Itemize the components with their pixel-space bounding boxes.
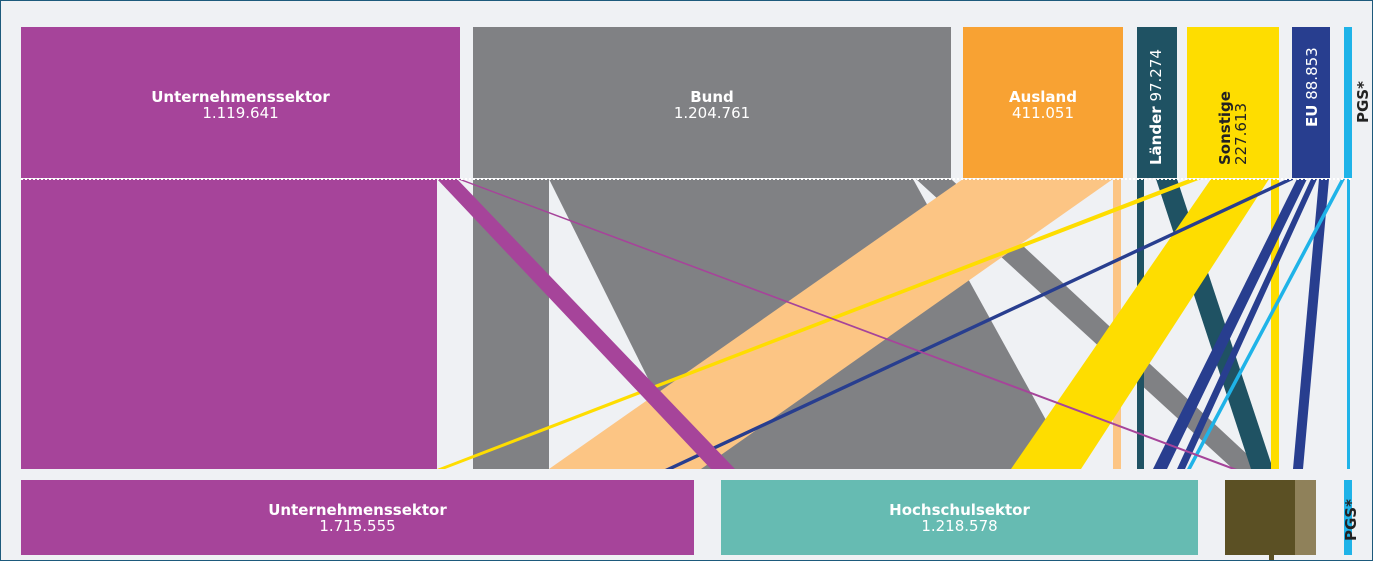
- target-hochschule-name: Hochschulsektor: [889, 501, 1030, 519]
- flow-eu-to-hochschule-2: [1177, 179, 1317, 469]
- source-sonstige-value: 227.613: [1232, 102, 1250, 165]
- flow-sonstige-to-unternehmen-thin: [437, 179, 1201, 469]
- source-pgs-label: PGS*: [1354, 81, 1372, 123]
- dotted-divider: [21, 178, 1351, 180]
- flow-ausland-to-unternehmen: [549, 179, 1113, 469]
- source-ausland-name: Ausland: [1009, 88, 1077, 106]
- target-third-dark: [1225, 480, 1295, 555]
- target-pgs: [1344, 480, 1352, 555]
- source-pgs: [1344, 27, 1352, 178]
- flow-pgs-to-hochschule: [1187, 179, 1345, 469]
- source-sonstige: Sonstige 227.613: [1187, 27, 1279, 178]
- flow-sonstige-to-hochschule: [1011, 179, 1269, 469]
- flow-pgs-to-pgs: [1347, 179, 1350, 469]
- source-sonstige-name: Sonstige: [1216, 91, 1234, 165]
- source-laender: Länder 97.274: [1137, 27, 1177, 178]
- flow-sonstige-to-third: [1271, 179, 1279, 469]
- source-eu-value: 88.853: [1303, 47, 1321, 100]
- flow-bund-to-unternehmen: [473, 179, 549, 469]
- source-unternehmen-name: Unternehmenssektor: [151, 88, 330, 106]
- third-target-stem: [1269, 555, 1274, 560]
- target-unternehmen-name: Unternehmenssektor: [268, 501, 447, 519]
- target-pgs-label: PGS*: [1342, 499, 1360, 541]
- source-ausland: Ausland 411.051: [963, 27, 1123, 178]
- source-bund: Bund 1.204.761: [473, 27, 951, 178]
- target-unternehmen-value: 1.715.555: [319, 517, 396, 535]
- flow-unternehmen-to-third: [457, 179, 1237, 469]
- flow-eu-to-hochschule: [1153, 179, 1307, 469]
- target-hochschule-value: 1.218.578: [921, 517, 998, 535]
- source-ausland-value: 411.051: [1011, 104, 1075, 122]
- source-unternehmenssektor: Unternehmenssektor 1.119.641: [21, 27, 460, 178]
- source-unternehmen-value: 1.119.641: [202, 104, 279, 122]
- source-laender-name: Länder: [1147, 106, 1165, 165]
- target-unternehmenssektor: Unternehmenssektor 1.715.555: [21, 480, 694, 555]
- flow-eu-to-unternehmen: [665, 179, 1295, 469]
- target-third-light: [1295, 480, 1316, 555]
- source-laender-value: 97.274: [1147, 49, 1165, 102]
- flow-eu-to-third: [1293, 179, 1329, 469]
- flow-unternehmen-to-hochschule: [437, 179, 735, 469]
- target-pgs-name: PGS*: [1342, 499, 1360, 541]
- source-eu: EU 88.853: [1292, 27, 1330, 178]
- source-bund-value: 1.204.761: [673, 104, 751, 122]
- target-hochschulsektor: Hochschulsektor 1.218.578: [721, 480, 1198, 555]
- source-eu-name: EU: [1303, 104, 1321, 127]
- source-bund-name: Bund: [690, 88, 734, 106]
- flow-unternehmen-to-unternehmen: [21, 179, 437, 469]
- source-pgs-name: PGS*: [1354, 81, 1372, 123]
